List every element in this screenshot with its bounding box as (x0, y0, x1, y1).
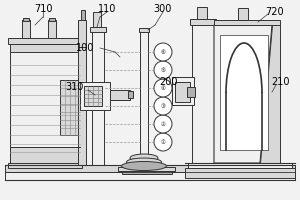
Bar (78, 45, 86, 165)
Text: 200: 200 (159, 77, 177, 87)
Text: 100: 100 (76, 43, 94, 53)
Bar (78, 20, 86, 47)
Text: ④: ④ (160, 86, 165, 90)
Polygon shape (122, 171, 172, 174)
Bar (8, 163, 82, 168)
Bar (110, 90, 130, 100)
Bar (140, 30, 148, 155)
Bar (128, 91, 133, 98)
Polygon shape (260, 25, 280, 163)
Ellipse shape (122, 162, 167, 170)
Text: ③: ③ (160, 104, 165, 108)
Bar (10, 50, 80, 165)
Polygon shape (220, 35, 268, 150)
Polygon shape (214, 20, 280, 25)
Ellipse shape (154, 79, 172, 97)
Bar (10, 44, 80, 52)
Polygon shape (188, 163, 292, 168)
Ellipse shape (130, 154, 158, 162)
Bar (175, 82, 190, 102)
Ellipse shape (127, 158, 161, 166)
Bar (187, 87, 195, 97)
Bar (90, 27, 106, 32)
Bar (49, 18, 55, 21)
Text: ⑤: ⑤ (160, 68, 165, 72)
Bar (80, 82, 110, 110)
Text: ②: ② (160, 121, 165, 127)
Bar (197, 7, 207, 19)
Bar (84, 86, 102, 106)
Bar (190, 19, 216, 25)
Ellipse shape (154, 115, 172, 133)
Text: 300: 300 (154, 4, 172, 14)
Polygon shape (214, 25, 272, 163)
Polygon shape (5, 165, 295, 172)
Bar (81, 10, 85, 20)
Text: ①: ① (160, 140, 165, 144)
Text: 720: 720 (266, 7, 284, 17)
Text: 210: 210 (271, 77, 289, 87)
Bar (139, 28, 149, 32)
Bar (238, 8, 248, 20)
Text: ⑥: ⑥ (160, 49, 165, 54)
Ellipse shape (154, 43, 172, 61)
Bar (10, 147, 80, 165)
Ellipse shape (154, 61, 172, 79)
Bar (93, 12, 101, 27)
Text: 310: 310 (66, 82, 84, 92)
Ellipse shape (154, 97, 172, 115)
Bar (92, 30, 104, 165)
Bar (48, 20, 56, 38)
Text: 710: 710 (34, 4, 52, 14)
Ellipse shape (154, 133, 172, 151)
Bar (192, 23, 214, 163)
Bar (8, 38, 82, 44)
Polygon shape (185, 168, 295, 178)
Polygon shape (118, 167, 175, 171)
Polygon shape (5, 172, 295, 180)
Text: 110: 110 (98, 4, 116, 14)
Bar (23, 18, 29, 21)
Bar (60, 80, 80, 135)
Bar (22, 20, 30, 38)
Bar (172, 77, 194, 105)
